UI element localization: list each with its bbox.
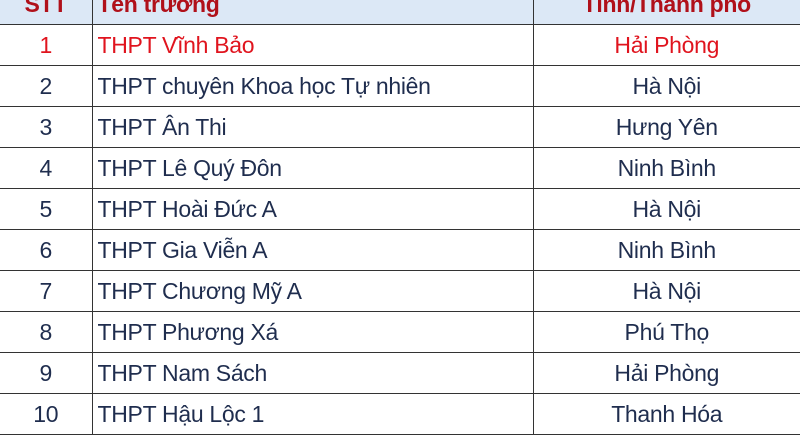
row-province: Hải Phòng — [532, 24, 800, 66]
row-province: Ninh Bình — [532, 229, 800, 271]
row-province: Hà Nội — [532, 188, 800, 230]
row-province: Hà Nội — [532, 65, 800, 107]
table-row: 9 THPT Nam Sách Hải Phòng — [0, 352, 800, 394]
row-stt: 3 — [0, 106, 93, 148]
row-school-name: THPT chuyên Khoa học Tự nhiên — [91, 65, 534, 107]
table-row: 2 THPT chuyên Khoa học Tự nhiên Hà Nội — [0, 65, 800, 107]
row-school-name: THPT Lê Quý Đôn — [91, 147, 534, 189]
row-school-name: THPT Hoài Đức A — [91, 188, 534, 230]
header-stt: STT — [0, 0, 93, 25]
header-province: Tỉnh/Thành phố — [532, 0, 800, 25]
table-row: 6 THPT Gia Viễn A Ninh Bình — [0, 229, 800, 271]
table-row: 4 THPT Lê Quý Đôn Ninh Bình — [0, 147, 800, 189]
row-stt: 6 — [0, 229, 93, 271]
row-school-name: THPT Vĩnh Bảo — [91, 24, 534, 66]
row-province: Ninh Bình — [532, 147, 800, 189]
row-school-name: THPT Nam Sách — [91, 352, 534, 394]
row-stt: 1 — [0, 24, 93, 66]
row-province: Thanh Hóa — [532, 393, 800, 435]
row-stt: 7 — [0, 270, 93, 312]
row-province: Hưng Yên — [532, 106, 800, 148]
row-stt: 8 — [0, 311, 93, 353]
row-school-name: THPT Chương Mỹ A — [91, 270, 534, 312]
table-row: 5 THPT Hoài Đức A Hà Nội — [0, 188, 800, 230]
row-school-name: THPT Hậu Lộc 1 — [91, 393, 534, 435]
row-school-name: THPT Ân Thi — [91, 106, 534, 148]
row-province: Hải Phòng — [532, 352, 800, 394]
row-school-name: THPT Phương Xá — [91, 311, 534, 353]
row-province: Phú Thọ — [532, 311, 800, 353]
header-row: STT Tên trường Tỉnh/Thành phố — [0, 0, 800, 25]
table-row: 8 THPT Phương Xá Phú Thọ — [0, 311, 800, 353]
table-row: 1 THPT Vĩnh Bảo Hải Phòng — [0, 24, 800, 66]
row-stt: 9 — [0, 352, 93, 394]
row-stt: 10 — [0, 393, 93, 435]
table-row: 3 THPT Ân Thi Hưng Yên — [0, 106, 800, 148]
row-stt: 2 — [0, 65, 93, 107]
table-row: 10 THPT Hậu Lộc 1 Thanh Hóa — [0, 393, 800, 435]
table-row: 7 THPT Chương Mỹ A Hà Nội — [0, 270, 800, 312]
row-province: Hà Nội — [532, 270, 800, 312]
row-school-name: THPT Gia Viễn A — [91, 229, 534, 271]
row-stt: 5 — [0, 188, 93, 230]
row-stt: 4 — [0, 147, 93, 189]
header-school-name: Tên trường — [91, 0, 534, 25]
